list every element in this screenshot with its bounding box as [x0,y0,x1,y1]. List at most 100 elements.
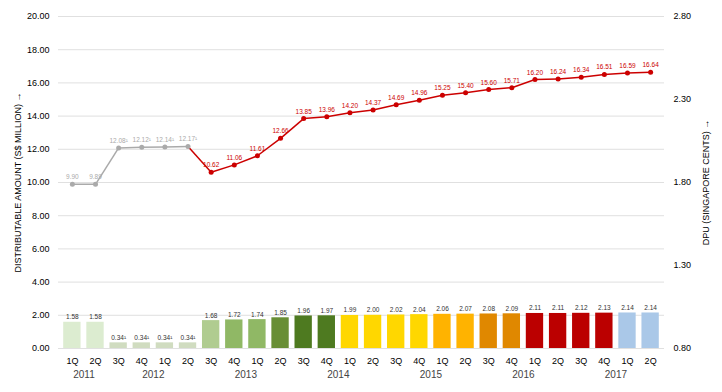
svg-text:2Q: 2Q [552,356,564,366]
svg-text:4.00: 4.00 [32,277,50,287]
svg-text:12.14¹: 12.14¹ [156,136,175,143]
svg-text:11.06: 11.06 [226,154,242,161]
svg-text:0.34¹: 0.34¹ [157,334,173,341]
svg-text:0.80: 0.80 [674,343,692,353]
svg-text:0.00: 0.00 [32,343,50,353]
svg-text:3Q: 3Q [113,356,125,366]
svg-text:11.61: 11.61 [250,145,266,152]
svg-text:2015: 2015 [420,369,443,380]
svg-text:2.09: 2.09 [506,305,519,312]
svg-text:1.99: 1.99 [344,306,357,313]
svg-text:2011: 2011 [73,369,95,380]
svg-text:2.00: 2.00 [367,306,380,313]
svg-text:2.07: 2.07 [459,305,472,312]
svg-text:16.00: 16.00 [27,78,50,88]
svg-text:20.00: 20.00 [27,11,50,21]
svg-text:14.96: 14.96 [411,89,428,96]
svg-text:1.74: 1.74 [251,311,264,318]
svg-text:1Q: 1Q [251,356,263,366]
svg-text:3Q: 3Q [575,356,587,366]
svg-text:12.08¹: 12.08¹ [109,137,128,144]
svg-text:1Q: 1Q [529,356,541,366]
svg-text:14.20: 14.20 [342,102,359,109]
svg-text:2.11: 2.11 [529,304,542,311]
svg-text:1.96: 1.96 [297,307,310,314]
svg-text:0.34¹: 0.34¹ [181,334,197,341]
svg-text:2013: 2013 [235,369,258,380]
svg-text:9.90: 9.90 [66,173,79,180]
svg-text:3Q: 3Q [205,356,217,366]
svg-text:15.71: 15.71 [504,77,521,84]
svg-text:1Q: 1Q [66,356,78,366]
svg-text:2Q: 2Q [367,356,379,366]
svg-text:0.34¹: 0.34¹ [134,334,150,341]
svg-text:12.66: 12.66 [272,127,289,134]
svg-text:1Q: 1Q [436,356,448,366]
svg-text:1Q: 1Q [159,356,171,366]
svg-text:2Q: 2Q [460,356,472,366]
svg-text:2.13: 2.13 [598,304,611,311]
svg-text:14.69: 14.69 [388,94,405,101]
svg-text:1.80: 1.80 [674,177,692,187]
svg-text:4Q: 4Q [598,356,610,366]
svg-text:1.30: 1.30 [674,260,692,270]
svg-text:3Q: 3Q [483,356,495,366]
svg-text:13.85: 13.85 [296,108,313,115]
svg-text:1Q: 1Q [621,356,633,366]
svg-text:1Q: 1Q [344,356,356,366]
svg-text:16.64: 16.64 [642,61,659,68]
svg-text:4Q: 4Q [136,356,148,366]
svg-text:16.20: 16.20 [527,69,544,76]
svg-text:0.34¹: 0.34¹ [111,334,127,341]
svg-text:2016: 2016 [512,369,535,380]
svg-text:3Q: 3Q [390,356,402,366]
svg-text:15.60: 15.60 [481,79,498,86]
svg-text:4Q: 4Q [321,356,333,366]
svg-text:4Q: 4Q [506,356,518,366]
svg-text:12.12¹: 12.12¹ [133,136,152,143]
svg-text:14.37: 14.37 [365,99,382,106]
svg-text:16.24: 16.24 [550,68,567,75]
svg-text:4Q: 4Q [413,356,425,366]
svg-text:2.11: 2.11 [552,304,565,311]
svg-text:1.85: 1.85 [274,309,287,316]
svg-text:16.51: 16.51 [596,63,613,70]
svg-text:14.00: 14.00 [27,111,50,121]
svg-text:18.00: 18.00 [27,45,50,55]
svg-text:1.72: 1.72 [228,311,241,318]
svg-text:4Q: 4Q [228,356,240,366]
svg-text:2.30: 2.30 [674,94,692,104]
svg-text:6.00: 6.00 [32,244,50,254]
svg-text:2.00: 2.00 [32,310,50,320]
svg-text:1.58: 1.58 [89,313,102,320]
svg-text:2.14: 2.14 [644,304,657,311]
svg-text:DISTRIBUTABLE AMOUNT (S$ MILLI: DISTRIBUTABLE AMOUNT (S$ MILLION) → [13,92,23,272]
svg-text:12.17¹: 12.17¹ [179,135,198,142]
svg-text:2.80: 2.80 [674,11,692,21]
svg-text:2014: 2014 [327,369,350,380]
svg-text:2.14: 2.14 [621,304,634,311]
svg-text:1.97: 1.97 [320,307,333,314]
svg-text:10.62: 10.62 [203,161,220,168]
svg-text:DPU (SINGAPORE CENTS) →: DPU (SINGAPORE CENTS) → [701,120,711,246]
svg-text:15.25: 15.25 [434,84,451,91]
svg-text:13.96: 13.96 [319,106,336,113]
svg-text:2.04: 2.04 [413,306,426,313]
svg-text:2017: 2017 [605,369,628,380]
svg-text:10.00: 10.00 [27,177,50,187]
svg-text:1.58: 1.58 [66,313,79,320]
svg-text:2.12: 2.12 [575,304,588,311]
svg-text:15.40: 15.40 [457,82,474,89]
svg-text:2012: 2012 [142,369,165,380]
svg-text:16.59: 16.59 [619,62,636,69]
svg-text:2Q: 2Q [182,356,194,366]
svg-text:2Q: 2Q [89,356,101,366]
svg-text:1.68: 1.68 [205,312,218,319]
svg-text:16.34: 16.34 [573,66,590,73]
svg-text:3Q: 3Q [298,356,310,366]
svg-text:9.89: 9.89 [89,173,102,180]
svg-text:2Q: 2Q [275,356,287,366]
svg-text:2.02: 2.02 [390,306,403,313]
svg-text:12.00: 12.00 [27,144,50,154]
svg-text:2.08: 2.08 [482,305,495,312]
